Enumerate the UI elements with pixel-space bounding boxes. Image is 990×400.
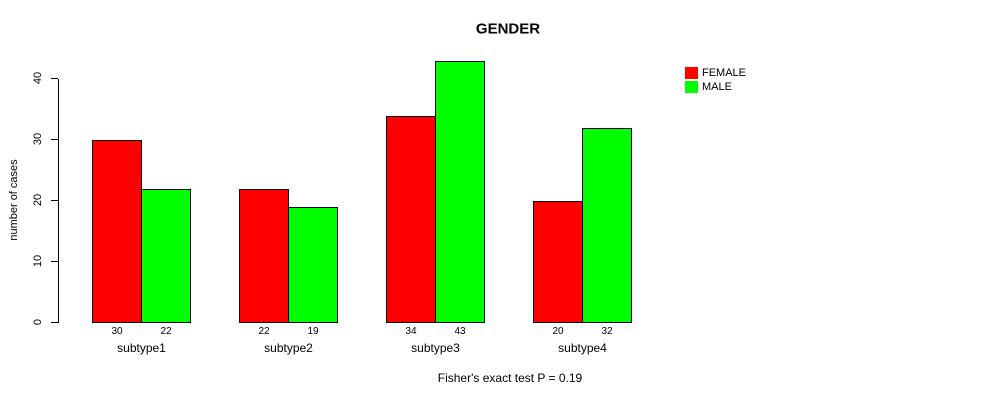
y-tick-0 [51,322,58,323]
y-axis-line [58,79,59,323]
bar-value-male-subtype3: 43 [454,326,466,337]
legend: FEMALE MALE [685,66,746,94]
bar-value-female-subtype3: 34 [405,326,417,337]
y-tick-30 [51,139,58,140]
y-axis-label: number of cases [8,159,20,241]
y-tick-label-10: 10 [32,254,44,268]
bar-value-female-subtype1: 30 [111,326,123,337]
bar-male-subtype3 [435,61,485,323]
bar-male-subtype1 [141,189,191,323]
legend-item-male: MALE [685,80,746,94]
male-color-swatch [685,81,698,93]
category-label-subtype2: subtype2 [264,341,313,355]
category-label-subtype4: subtype4 [558,341,607,355]
bar-female-subtype2 [239,189,289,323]
y-tick-label-0: 0 [32,318,44,326]
bar-value-female-subtype2: 22 [258,326,270,337]
y-tick-40 [51,78,58,79]
y-tick-label-40: 40 [32,71,44,85]
bar-female-subtype3 [386,116,436,323]
footer-note: Fisher's exact test P = 0.19 [437,371,583,385]
legend-item-female: FEMALE [685,66,746,80]
bar-male-subtype4 [582,128,632,323]
y-tick-20 [51,200,58,201]
bar-value-male-subtype1: 22 [160,326,172,337]
legend-label-female: FEMALE [702,67,747,79]
legend-label-male: MALE [702,81,732,93]
bar-female-subtype1 [92,140,142,323]
female-color-swatch [685,67,698,79]
bar-female-subtype4 [533,201,583,323]
y-tick-label-20: 20 [32,193,44,207]
bar-value-male-subtype2: 19 [307,326,319,337]
bar-male-subtype2 [288,207,338,323]
category-label-subtype1: subtype1 [117,341,166,355]
y-tick-10 [51,261,58,262]
bar-value-female-subtype4: 20 [552,326,564,337]
chart-title: GENDER [475,20,541,38]
y-tick-label-30: 30 [32,132,44,146]
bar-value-male-subtype4: 32 [601,326,613,337]
category-label-subtype3: subtype3 [411,341,460,355]
